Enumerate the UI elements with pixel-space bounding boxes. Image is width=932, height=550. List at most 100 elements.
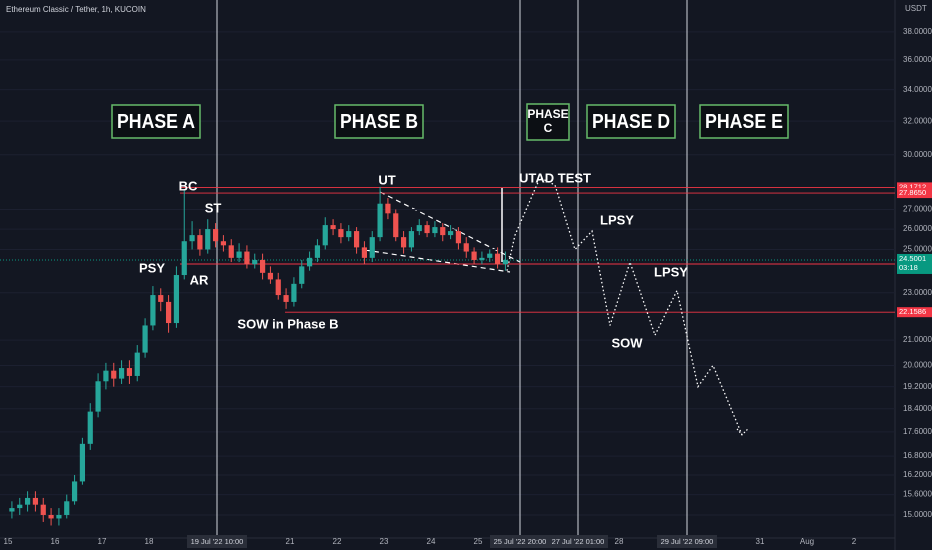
marker-label-box	[548, 535, 608, 548]
level-label-box	[897, 188, 932, 199]
candle-body	[158, 295, 164, 302]
projection-arrow	[736, 428, 749, 436]
current-price-label: 24.5001	[899, 254, 926, 263]
marker-label: 29 Jul '22 09:00	[661, 537, 714, 546]
candle-body	[346, 231, 352, 238]
phase-box	[526, 103, 570, 141]
candle-body	[40, 504, 46, 515]
level-label-box	[897, 307, 932, 318]
phase-label: PHASE	[527, 107, 568, 121]
candle-body	[17, 504, 23, 509]
marker-label: 19 Jul '22 10:00	[191, 537, 244, 546]
y-tick-label: 16.2000	[903, 470, 932, 479]
candle-body	[393, 213, 399, 238]
y-tick-label: 18.4000	[903, 404, 932, 413]
annotation: ST	[205, 200, 222, 215]
candle-body	[299, 266, 305, 284]
phase-box	[111, 104, 201, 139]
candle-body	[103, 370, 109, 382]
candle-body	[275, 279, 281, 296]
wedge-lower	[364, 249, 511, 273]
candle-body	[306, 257, 313, 267]
candle-body	[455, 231, 462, 244]
y-tick-label: 38.0000	[903, 27, 932, 36]
candle-body	[432, 227, 438, 234]
x-tick-label: 31	[756, 537, 765, 546]
candle-body	[197, 235, 203, 250]
candle-body	[361, 247, 368, 258]
y-tick-label: 16.8000	[903, 451, 932, 460]
level-label: 28.1712	[899, 182, 926, 191]
phase-label: C	[544, 121, 553, 135]
marker-label-box	[490, 535, 550, 548]
y-tick-label: 15.0000	[903, 510, 932, 519]
candle-body	[400, 237, 407, 248]
annotation: PSY	[139, 260, 165, 275]
candle-body	[71, 481, 78, 502]
candle-body	[330, 225, 336, 230]
marker-label-box	[657, 535, 717, 548]
annotation: SOW in Phase B	[237, 316, 338, 331]
candle-body	[142, 325, 148, 353]
x-tick-label: 16	[51, 537, 60, 546]
candle-body	[48, 514, 54, 519]
candle-body	[322, 225, 328, 246]
candle-body	[479, 257, 485, 260]
candle-body	[353, 231, 360, 248]
candle-body	[416, 225, 422, 232]
candle-body	[424, 225, 430, 234]
candle-body	[9, 508, 15, 512]
annotation: AR	[190, 272, 209, 287]
chart-header: Ethereum Classic / Tether, 1h, KUCOIN	[6, 5, 146, 14]
candle-body	[64, 501, 70, 515]
x-tick-label: 22	[333, 537, 342, 546]
candle-body	[220, 241, 227, 246]
marker-label: 27 Jul '22 01:00	[552, 537, 605, 546]
level-label-box	[897, 182, 932, 193]
candle-body	[377, 203, 383, 238]
y-tick-label: 26.0000	[903, 224, 932, 233]
candle-body	[440, 227, 446, 236]
candle-body	[252, 259, 258, 265]
x-tick-label: Aug	[800, 537, 814, 546]
candle-body	[494, 253, 501, 265]
marker-label-box	[187, 535, 247, 548]
phase-label: PHASE B	[340, 111, 418, 133]
annotation: LPSY	[654, 264, 688, 279]
candle-body	[24, 497, 31, 505]
currency-label: USDT	[905, 4, 927, 13]
candle-body	[259, 259, 266, 273]
phase-label: PHASE E	[705, 111, 783, 133]
phase-label: PHASE A	[117, 111, 195, 133]
candle-body	[463, 243, 469, 252]
wedge-upper	[379, 191, 521, 263]
countdown-label: 03:18	[899, 263, 918, 272]
candle-body	[408, 231, 415, 248]
candle-body	[385, 203, 391, 214]
candle-body	[95, 381, 101, 412]
candle-body	[447, 231, 454, 236]
annotation: LPSY	[600, 212, 634, 227]
candle-body	[283, 295, 289, 302]
candle-body	[134, 352, 140, 376]
x-tick-label: 17	[98, 537, 107, 546]
candle-body	[87, 411, 93, 444]
candle-body	[32, 497, 39, 505]
x-tick-label: 23	[380, 537, 389, 546]
candle-body	[173, 275, 180, 324]
candle-body	[244, 251, 250, 265]
candle-body	[267, 272, 274, 280]
candle-body	[189, 235, 195, 242]
candle-body	[291, 283, 297, 302]
candle-body	[165, 301, 172, 324]
candle-body	[205, 229, 211, 250]
y-tick-label: 36.0000	[903, 55, 932, 64]
candle-body	[471, 251, 477, 260]
candle-body	[118, 368, 125, 379]
current-price-box	[897, 253, 932, 274]
level-label: 22.1586	[899, 307, 926, 316]
x-tick-label: 2	[852, 537, 857, 546]
candle-body	[126, 368, 133, 376]
candle-body	[338, 229, 344, 238]
